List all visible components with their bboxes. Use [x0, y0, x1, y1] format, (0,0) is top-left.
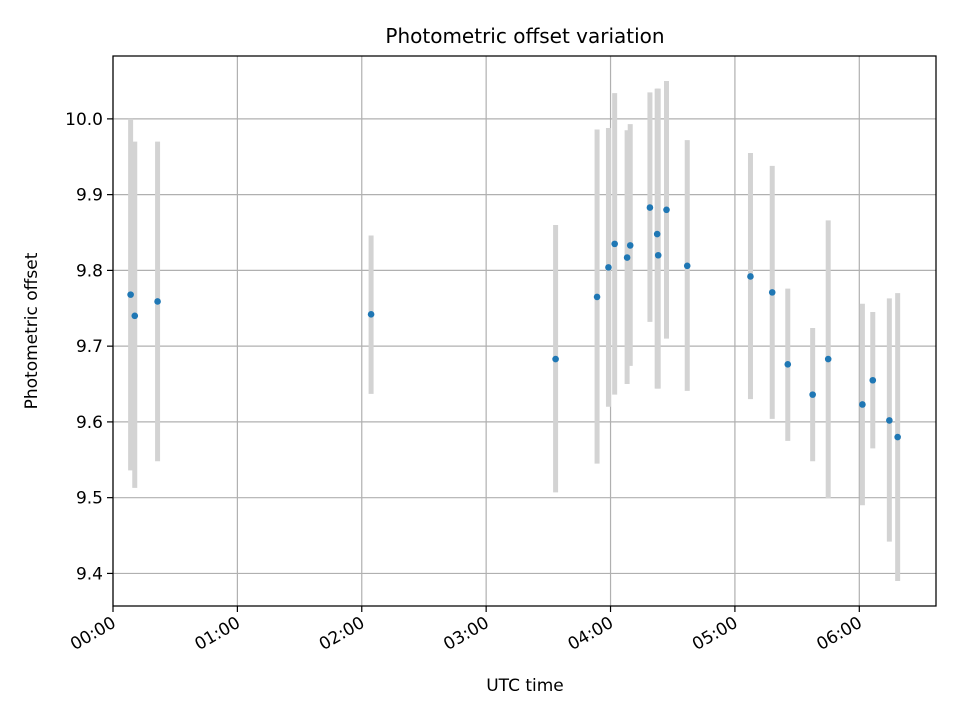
data-point: [623, 254, 631, 261]
data-point: [809, 391, 816, 398]
y-tick-label: 10.0: [65, 110, 103, 130]
data-point: [605, 264, 612, 271]
y-tick-label: 9.5: [76, 489, 103, 509]
data-point: [663, 206, 670, 214]
y-axis-label: Photometric offset: [22, 252, 42, 409]
data-point: [747, 273, 754, 280]
data-point: [784, 361, 792, 368]
y-tick-label: 9.9: [76, 186, 103, 206]
data-point: [131, 312, 139, 320]
y-tick-label: 9.8: [76, 261, 103, 281]
x-axis-label: UTC time: [486, 676, 564, 696]
data-point: [886, 417, 893, 424]
data-point: [154, 298, 161, 305]
chart-title: Photometric offset variation: [385, 24, 664, 48]
data-points: [127, 204, 901, 441]
data-point: [768, 289, 776, 296]
y-tick-label: 9.6: [76, 413, 103, 433]
data-point: [654, 251, 662, 259]
data-point: [593, 293, 601, 301]
plot-frame: [112, 55, 937, 607]
data-point: [869, 376, 877, 384]
data-point: [824, 355, 832, 363]
data-point: [626, 242, 634, 249]
data-point: [611, 240, 618, 248]
data-point: [367, 311, 375, 318]
y-axis-ticks: 9.4 9.5 9.6 9.7 9.8 9.9 10.0: [65, 110, 113, 584]
data-point: [894, 433, 901, 441]
data-point: [552, 355, 559, 363]
y-tick-label: 9.7: [76, 337, 103, 357]
data-point: [646, 204, 654, 211]
data-point: [859, 401, 866, 408]
data-point: [653, 230, 661, 238]
y-tick-label: 9.4: [76, 564, 103, 584]
data-point: [127, 291, 134, 298]
data-point: [683, 262, 691, 270]
